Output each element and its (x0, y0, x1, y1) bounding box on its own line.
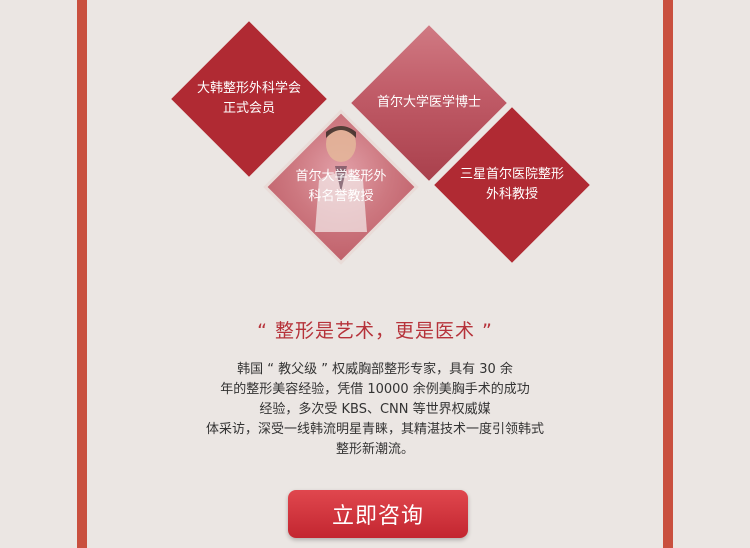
description-line: 体采访，深受一线韩流明星青睐，其精湛技术一度引领韩式 (205, 422, 544, 437)
badge-doctorate: 首尔大学医学博士 (351, 25, 507, 181)
description: 韩国 “ 教父级 ” 权威胸部整形专家，具有 30 余 年的整形美容经验，凭借 … (160, 360, 590, 460)
badge-label: 首尔大学医学博士 (376, 95, 481, 110)
description-line: 整形新潮流。 (335, 442, 414, 457)
badge-samsung-professor: 三星首尔医院整形 外科教授 (434, 107, 590, 263)
badge-member: 大韩整形外科学会 正式会员 (171, 21, 327, 177)
frame-left-border (77, 0, 87, 548)
doctor-portrait-icon (315, 126, 367, 232)
badge-professor-emeritus: 首尔大学整形外 科名誉教授 (263, 109, 419, 265)
frame-right-border (663, 0, 673, 548)
quote-title: “ 整形是艺术，更是医术 ” (257, 320, 493, 342)
description-line: 年的整形美容经验，凭借 10000 余例美胸手术的成功 (220, 382, 530, 397)
description-line: 韩国 “ 教父级 ” 权威胸部整形专家，具有 30 余 (237, 362, 513, 377)
badge-label: 三星首尔医院整形 外科教授 (459, 167, 564, 202)
badge-label: 首尔大学整形外 科名誉教授 (295, 169, 387, 204)
description-line: 经验，多次受 KBS、CNN 等世界权威媒 (259, 402, 491, 417)
consult-now-button[interactable]: 立即咨询 (288, 490, 468, 538)
badge-label: 大韩整形外科学会 正式会员 (196, 81, 301, 116)
